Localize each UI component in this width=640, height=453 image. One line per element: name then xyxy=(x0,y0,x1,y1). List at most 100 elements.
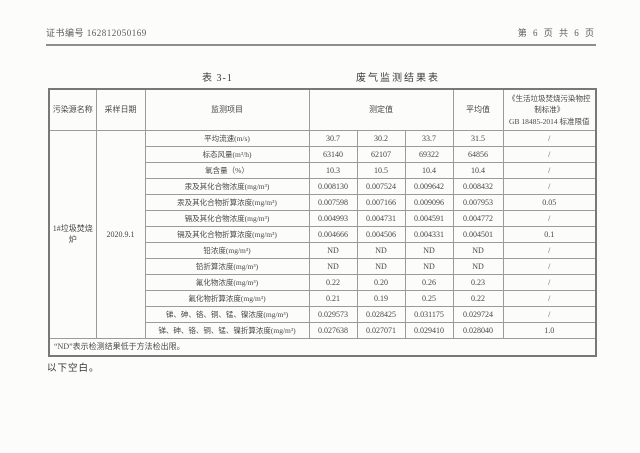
measured-cell: 0.004993 xyxy=(308,210,358,227)
measured-cell: 0.21 xyxy=(308,290,358,307)
measured-cell: 62107 xyxy=(356,146,406,163)
average-cell: 0.004772 xyxy=(452,210,504,227)
measured-cell: 0.029573 xyxy=(308,306,358,323)
standard-limit-line2: GB 18485-2014 标准限值 xyxy=(509,116,590,126)
page-number: 第 6 页 共 6 页 xyxy=(517,28,596,38)
measured-cell: 0.004591 xyxy=(404,210,454,227)
average-cell: 0.004501 xyxy=(452,226,504,243)
standard-limit-line1: 《生活垃圾焚烧污染物控制标准》 xyxy=(508,94,591,115)
measured-cell: 63140 xyxy=(308,146,358,163)
table-note-row: “ND”表示检测结果低于方法检出限。 xyxy=(48,338,597,357)
average-cell: 0.028040 xyxy=(452,322,504,339)
measured-cell: 10.3 xyxy=(308,162,358,179)
limit-cell: / xyxy=(502,178,597,195)
item-label: 汞及其化合物浓度(mg/m³) xyxy=(144,178,310,195)
limit-cell: / xyxy=(502,274,597,291)
table-row: 1#垃圾焚烧炉 2020.9.1 平均流速(m/s) 30.7 30.2 33.… xyxy=(48,130,597,339)
limit-cell: 0.05 xyxy=(502,194,597,211)
limit-cell: / xyxy=(502,162,597,179)
limit-cell: / xyxy=(502,290,597,307)
limit-cell: 1.0 xyxy=(502,322,597,339)
certificate-number: 证书编号 162812050169 xyxy=(46,28,147,38)
measured-cell: 69322 xyxy=(404,146,454,163)
measured-cell: 0.25 xyxy=(404,290,454,307)
measured-cell: ND xyxy=(308,258,358,275)
page-header: 证书编号 162812050169 第 6 页 共 6 页 xyxy=(46,26,596,46)
table-row: 锑、砷、铬、铜、锰、镍浓度(mg/m³) 0.029573 0.028425 0… xyxy=(49,306,597,323)
measured-cell: 33.7 xyxy=(404,130,454,147)
measured-cell: 0.029410 xyxy=(404,322,454,339)
measured-cell: 0.028425 xyxy=(356,306,406,323)
average-cell: 0.007953 xyxy=(452,194,504,211)
item-label: 汞及其化合物折算浓度(mg/m³) xyxy=(144,194,310,211)
average-cell: 10.4 xyxy=(452,162,504,179)
measured-cell: 0.007598 xyxy=(308,194,358,211)
measured-cell: ND xyxy=(308,242,358,259)
measured-cell: 0.20 xyxy=(356,274,406,291)
item-label: 铅浓度(mg/m³) xyxy=(144,242,310,259)
measured-cell: 0.004731 xyxy=(356,210,406,227)
measured-cell: 0.027071 xyxy=(356,322,406,339)
measured-cell: ND xyxy=(356,242,406,259)
limit-cell: / xyxy=(502,306,597,323)
limit-cell: / xyxy=(502,242,597,259)
item-label: 锑、砷、铬、铜、锰、镍折算浓度(mg/m³) xyxy=(144,322,310,339)
table-row: 镉及其化合物浓度(mg/m³) 0.004993 0.004731 0.0045… xyxy=(49,210,597,227)
header-measured-value: 测定值 xyxy=(308,88,454,131)
measured-cell: ND xyxy=(356,258,406,275)
average-cell: 31.5 xyxy=(452,130,504,147)
measured-cell: 10.4 xyxy=(404,162,454,179)
limit-cell: / xyxy=(502,130,597,147)
average-cell: ND xyxy=(452,258,504,275)
table-row: 铅浓度(mg/m³) ND ND ND ND / xyxy=(49,242,597,259)
item-label: 氟化物浓度(mg/m³) xyxy=(144,274,310,291)
item-label: 标态风量(m³/h) xyxy=(144,146,310,163)
item-label: 平均流速(m/s) xyxy=(144,130,310,147)
average-cell: 0.029724 xyxy=(452,306,504,323)
measured-cell: 0.004331 xyxy=(404,226,454,243)
table-row: 汞及其化合物折算浓度(mg/m³) 0.007598 0.007166 0.00… xyxy=(49,194,597,211)
average-cell: ND xyxy=(452,242,504,259)
table-number-caption: 表 3-1 xyxy=(202,73,233,84)
below-blank-note: 以下空白。 xyxy=(47,364,100,374)
table-header-row: 污染源名称 采样日期 监测项目 测定值 平均值 《生活垃圾焚烧污染物控制标准》 … xyxy=(48,88,597,131)
item-label: 镉及其化合物浓度(mg/m³) xyxy=(144,210,310,227)
average-cell: 0.22 xyxy=(452,290,504,307)
average-cell: 64856 xyxy=(452,146,504,163)
measured-cell: 0.22 xyxy=(308,274,358,291)
table-row: 镉及其化合物折算浓度(mg/m³) 0.004666 0.004506 0.00… xyxy=(49,226,597,243)
table-row: 锑、砷、铬、铜、锰、镍折算浓度(mg/m³) 0.027638 0.027071… xyxy=(49,322,597,339)
measured-cell: 0.009096 xyxy=(404,194,454,211)
pollution-source-cell: 1#垃圾焚烧炉 xyxy=(48,130,97,339)
header-monitoring-item: 监测项目 xyxy=(144,88,310,131)
measured-cell: 0.007166 xyxy=(356,194,406,211)
limit-cell: / xyxy=(502,146,597,163)
sampling-date-cell: 2020.9.1 xyxy=(95,130,146,339)
average-cell: 0.23 xyxy=(452,274,504,291)
header-average-value: 平均值 xyxy=(452,88,504,131)
waste-gas-results-table: 污染源名称 采样日期 监测项目 测定值 平均值 《生活垃圾焚烧污染物控制标准》 … xyxy=(48,88,598,357)
measured-cell: 30.2 xyxy=(356,130,406,147)
measured-cell: 0.26 xyxy=(404,274,454,291)
item-label: 铅折算浓度(mg/m³) xyxy=(144,258,310,275)
item-label: 镉及其化合物折算浓度(mg/m³) xyxy=(144,226,310,243)
item-label: 氧含量（%） xyxy=(144,162,310,179)
measured-cell: ND xyxy=(404,258,454,275)
measured-cell: 0.008130 xyxy=(308,178,358,195)
limit-cell: / xyxy=(502,210,597,227)
average-cell: 0.008432 xyxy=(452,178,504,195)
measured-cell: 0.007524 xyxy=(356,178,406,195)
header-pollution-source: 污染源名称 xyxy=(48,88,97,131)
measured-cell: ND xyxy=(404,242,454,259)
item-label: 锑、砷、铬、铜、锰、镍浓度(mg/m³) xyxy=(144,306,310,323)
measured-cell: 0.004666 xyxy=(308,226,358,243)
measured-cell: 0.004506 xyxy=(356,226,406,243)
item-label: 氟化物折算浓度(mg/m³) xyxy=(144,290,310,307)
measured-cell: 0.19 xyxy=(356,290,406,307)
measured-cell: 30.7 xyxy=(308,130,358,147)
measured-cell: 0.009642 xyxy=(404,178,454,195)
nd-note: “ND”表示检测结果低于方法检出限。 xyxy=(48,338,597,357)
header-sampling-date: 采样日期 xyxy=(95,88,146,131)
limit-cell: 0.1 xyxy=(502,226,597,243)
header-standard-limit: 《生活垃圾焚烧污染物控制标准》 GB 18485-2014 标准限值 xyxy=(502,88,597,131)
